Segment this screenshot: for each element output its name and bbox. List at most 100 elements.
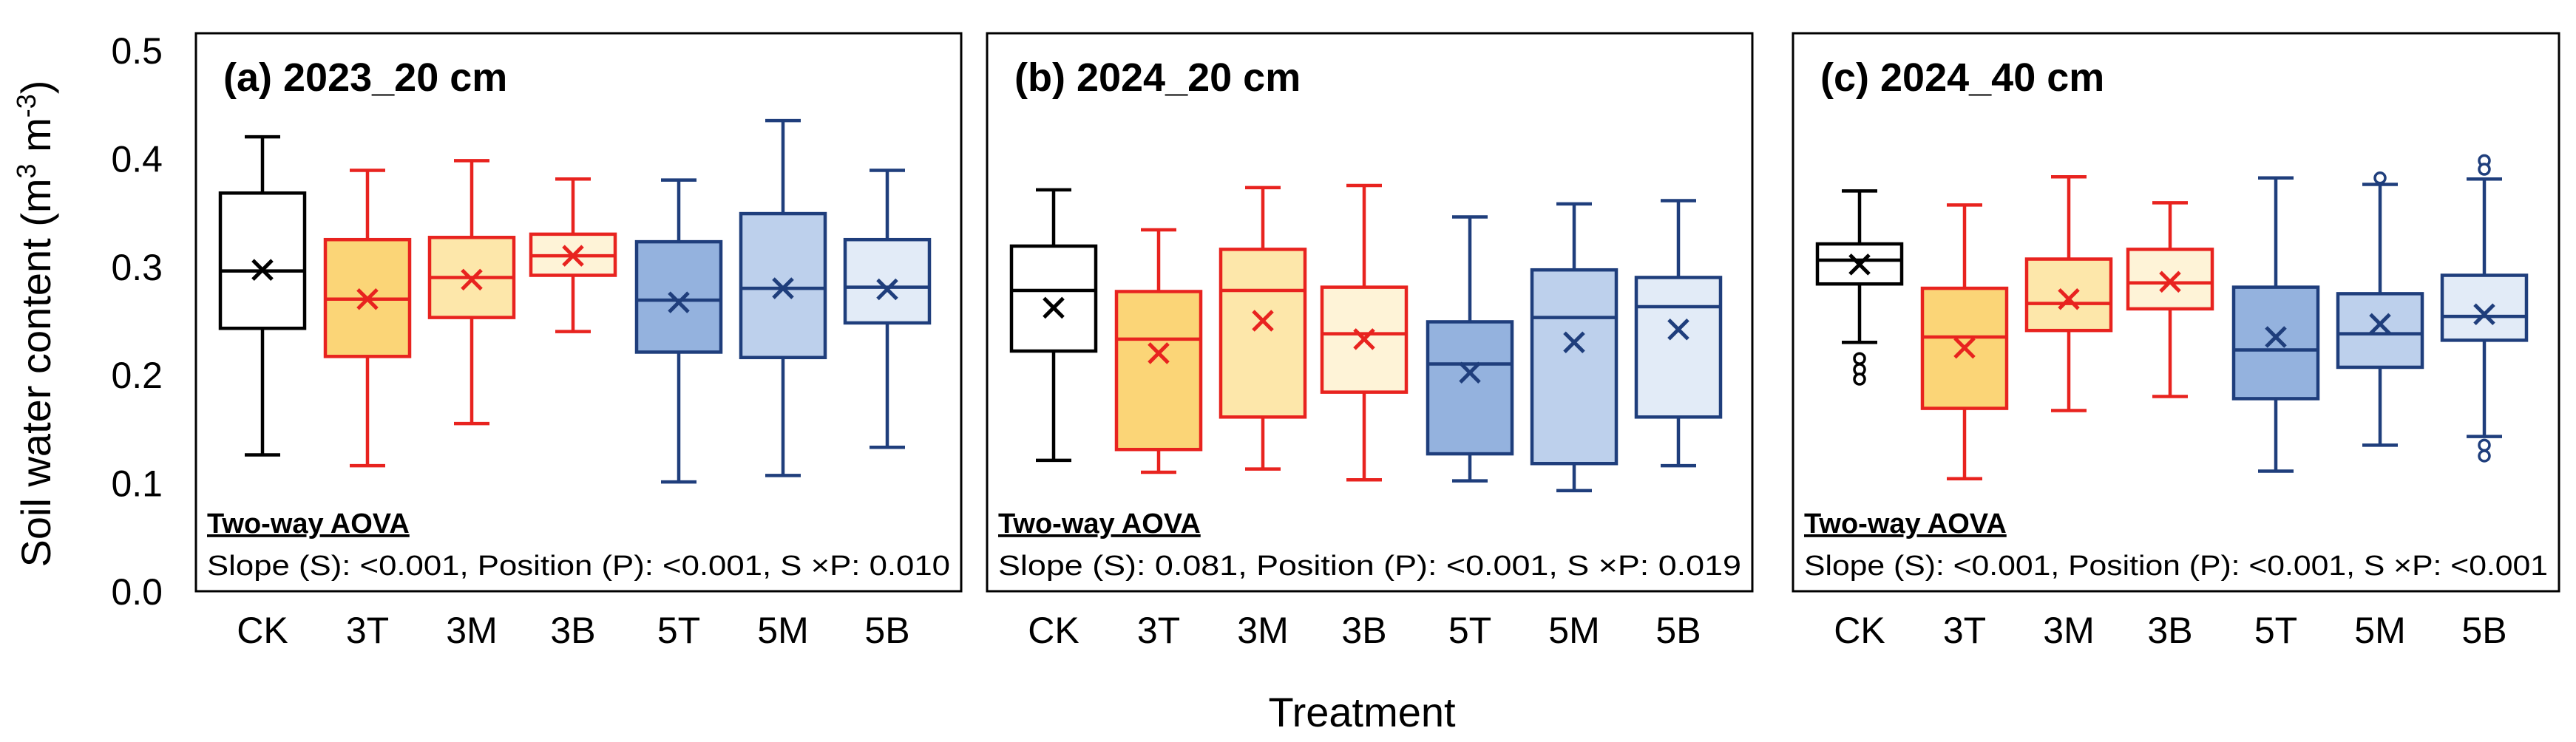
y-axis-unit-close: ) (13, 81, 59, 95)
category-label: 5T (657, 610, 700, 651)
outlier-point (1853, 352, 1866, 365)
box-5M (1530, 202, 1619, 493)
anova-text: Slope (S): <0.001, Position (P): <0.001,… (1804, 551, 2548, 582)
mean-marker (1043, 296, 1065, 319)
box-5T (2231, 176, 2320, 473)
box-body (2024, 257, 2113, 333)
box-body (1114, 290, 1203, 452)
category-label: 5B (1655, 610, 1701, 651)
box-body (1218, 248, 1307, 419)
mean-marker (876, 278, 898, 301)
mean-marker (1563, 331, 1585, 354)
mean-marker (1353, 328, 1375, 350)
category-label: 5M (2354, 610, 2405, 651)
box-CK (218, 135, 307, 457)
box-body (1009, 244, 1098, 353)
box-3T (1114, 228, 1203, 474)
box-body (218, 191, 307, 330)
box-body (2126, 248, 2214, 311)
box-body (739, 211, 827, 360)
box-body (2440, 273, 2529, 342)
box-body (1426, 320, 1514, 456)
y-axis-unit-sup1: 3 (11, 163, 41, 178)
mean-marker (2159, 270, 2181, 293)
box-5M (739, 118, 827, 477)
box-3T (323, 169, 412, 468)
mean-marker (2265, 326, 2287, 348)
y-tick-label: 0.3 (111, 247, 163, 288)
y-axis-unit-mid: m (13, 118, 59, 163)
category-label: 5B (864, 610, 909, 651)
category-label: 3T (346, 610, 389, 651)
mean-marker (356, 287, 379, 310)
x-axis-label: Treatment (1268, 689, 1456, 735)
panels: (a) 2023_20 cm CK 3T 3M 3B 5T 5M 5B Two-way AOVA… (194, 32, 2560, 651)
box-CK (1815, 189, 1904, 386)
mean-marker (1252, 310, 1274, 332)
mean-marker (2473, 303, 2495, 325)
mean-marker (772, 277, 794, 299)
category-label: CK (237, 610, 288, 651)
category-label: 3M (1237, 610, 1288, 651)
y-tick-label: 0.2 (111, 355, 163, 396)
box-body (1530, 268, 1619, 466)
category-label: 5T (1448, 610, 1491, 651)
mean-marker (251, 259, 274, 281)
anova-title: Two-way AOVA (998, 508, 1201, 540)
y-axis: Soil water content (m3 m-3) 0.0 0.1 0.2 0.3… (11, 30, 163, 613)
mean-marker (2058, 287, 2080, 310)
category-label: CK (1834, 610, 1885, 651)
box-5T (1426, 215, 1514, 483)
y-tick-label: 0.4 (111, 138, 163, 180)
box-5M (2336, 171, 2424, 447)
box-body (843, 237, 932, 325)
box-3B (2126, 201, 2214, 398)
anova-title: Two-way AOVA (207, 508, 410, 540)
box-5T (634, 178, 723, 484)
anova-title: Two-way AOVA (1804, 508, 2007, 540)
mean-marker (1848, 253, 1871, 276)
panel-title: (c) 2024_40 cm (1820, 55, 2104, 100)
anova-text: Slope (S): <0.001, Position (P): <0.001,… (207, 551, 950, 582)
y-tick-labels: 0.0 0.1 0.2 0.3 0.4 0.5 (111, 30, 163, 613)
box-3B (1320, 183, 1409, 482)
outlier-point (1853, 372, 1866, 386)
mean-marker (562, 245, 584, 267)
category-label: 3B (550, 610, 595, 651)
anova-text: Slope (S): 0.081, Position (P): <0.001, … (998, 551, 1741, 582)
outlier-point (2478, 449, 2491, 463)
category-label: 3B (1341, 610, 1386, 651)
mean-marker (1953, 336, 1976, 359)
y-axis-label: Soil water content (m3 m-3) (11, 81, 60, 568)
y-tick-label: 0.0 (111, 571, 163, 613)
box-3B (529, 177, 617, 333)
panel-1: (a) 2023_20 cm CK 3T 3M 3B 5T 5M 5B Two-way AOVA… (194, 32, 963, 651)
box-body (2336, 292, 2424, 370)
category-label: 3T (1943, 610, 1986, 651)
category-label: 5B (2461, 610, 2506, 651)
category-label: 3T (1137, 610, 1180, 651)
box-3M (1218, 186, 1307, 471)
y-axis-unit-sup2: -3 (11, 94, 41, 118)
mean-marker (1148, 342, 1170, 364)
box-3M (427, 159, 516, 426)
category-label: 3B (2147, 610, 2192, 651)
mean-marker (668, 291, 690, 313)
outlier-point (2478, 438, 2491, 452)
box-3T (1920, 203, 2009, 480)
box-5B (843, 169, 932, 449)
category-label: 3M (446, 610, 497, 651)
mean-marker (1459, 361, 1481, 384)
panel-frame (1792, 32, 2560, 593)
box-body (2231, 285, 2320, 401)
panel-2: (b) 2024_20 cm CK 3T 3M 3B 5T 5M 5B Two-way AOVA… (986, 32, 1754, 651)
box-5B (2440, 154, 2529, 463)
category-label: 5M (1548, 610, 1599, 651)
outlier-point (2373, 171, 2387, 185)
panel-3: (c) 2024_40 cm CK 3T 3M 3B 5T 5M 5B Two-way AOVA… (1792, 32, 2560, 651)
mean-marker (2369, 313, 2391, 336)
category-label: 3M (2043, 610, 2094, 651)
box-body (1634, 276, 1723, 419)
box-3M (2024, 175, 2113, 412)
